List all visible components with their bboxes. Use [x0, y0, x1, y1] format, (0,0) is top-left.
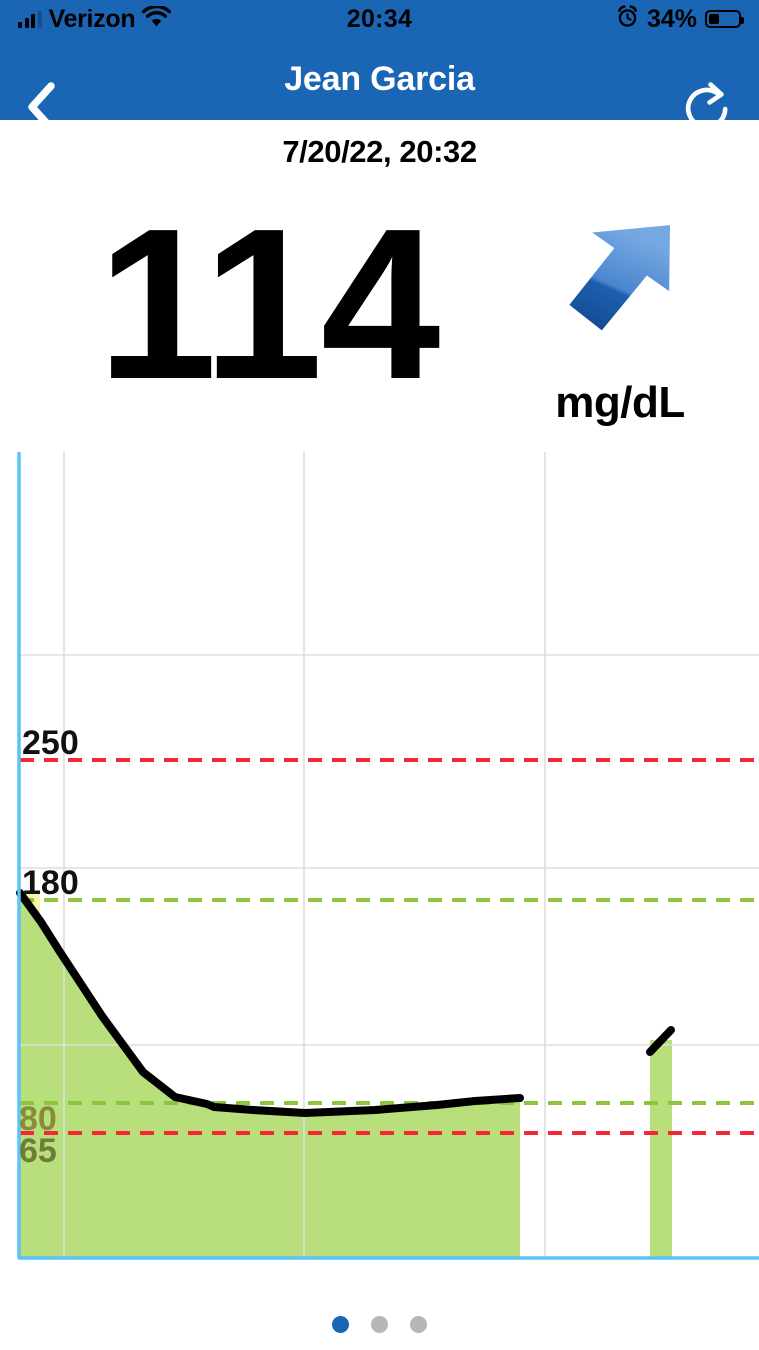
refresh-button[interactable] — [683, 81, 739, 140]
x-tick-label-18: 18 — [45, 1262, 82, 1264]
chart-glucose-trace — [16, 889, 524, 1117]
status-bar: Verizon 20:34 34% — [0, 0, 759, 38]
carrier-label: Verizon — [48, 4, 136, 33]
chart-vertical-gridlines — [63, 452, 546, 1257]
reading-timestamp: 7/20/22, 20:32 — [282, 134, 477, 169]
x-tick-label-19: 19 — [286, 1262, 323, 1264]
page-dot-2[interactable] — [371, 1316, 388, 1333]
glucose-chart-svg: 250 180 80 65 18 19 20 — [16, 452, 759, 1264]
chart-current-trace-cap — [646, 1026, 675, 1056]
cellular-signal-icon — [18, 10, 42, 28]
back-button[interactable] — [14, 81, 68, 137]
threshold-label-250: 250 — [22, 724, 79, 762]
chart-horizontal-gridlines — [18, 654, 759, 1046]
page-dot-1[interactable] — [332, 1316, 349, 1333]
x-tick-label-20: 20 — [526, 1262, 563, 1264]
alarm-clock-icon — [616, 5, 639, 33]
glucose-value: 114 — [97, 183, 441, 424]
nav-bar: Jean Garcia — [0, 38, 759, 132]
chart-current-bar — [650, 1040, 672, 1257]
battery-icon — [705, 10, 744, 28]
status-bar-left: Verizon — [18, 4, 172, 34]
glucose-units-label: mg/dL — [555, 378, 685, 427]
glucose-chart[interactable]: 250 180 80 65 18 19 20 — [0, 452, 759, 1264]
chevron-left-icon — [24, 81, 58, 137]
page-indicator[interactable] — [0, 1316, 759, 1333]
status-bar-right: 34% — [616, 4, 744, 34]
threshold-label-180: 180 — [22, 864, 79, 902]
threshold-label-80: 80 — [19, 1100, 57, 1138]
status-bar-clock: 20:34 — [346, 4, 413, 33]
threshold-label-65: 65 — [19, 1132, 57, 1170]
page-dot-3[interactable] — [410, 1316, 427, 1333]
page-title: Jean Garcia — [284, 59, 475, 98]
battery-percent-label: 34% — [646, 4, 697, 33]
refresh-icon — [685, 81, 737, 140]
arrow-up-right-icon — [543, 206, 698, 361]
chart-in-range-area — [20, 893, 520, 1257]
wifi-icon — [142, 4, 172, 33]
